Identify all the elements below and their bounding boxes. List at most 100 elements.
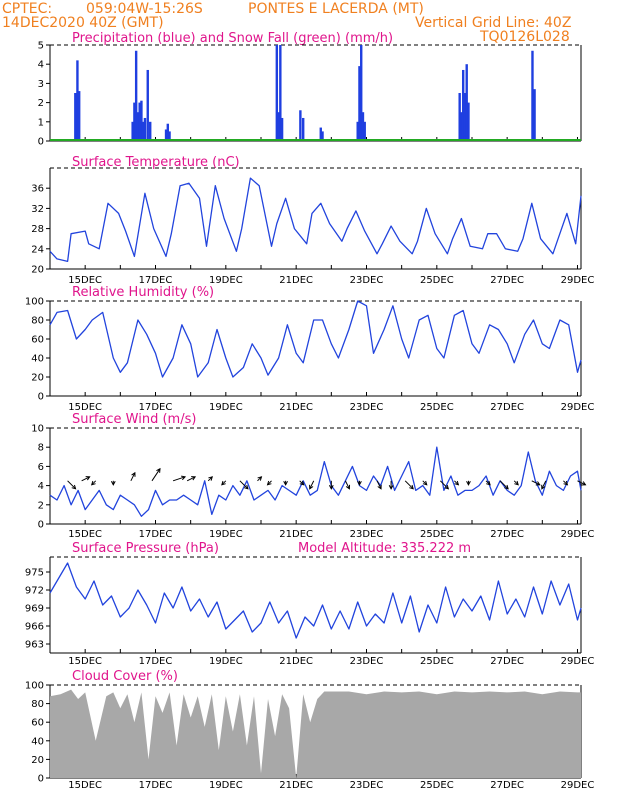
x-tick-label: 23DEC [350,656,384,667]
x-tick-label: 17DEC [139,780,173,791]
wind-arrowhead [444,484,450,490]
wind-arrowhead [377,484,382,490]
wind-arrowhead [221,480,226,486]
y-tick-label: 80 [31,699,44,710]
panel-2: Surface Temperature (nC) 20 24 28 32 36 15DEC 1… [31,155,594,286]
x-tick-label: 17DEC [139,656,173,667]
header-station: PONTES E LACERDA (MT) [248,1,424,17]
y-tick-label: 10 [31,424,44,435]
wind-arrowhead [535,481,541,486]
wind-arrowhead [454,480,460,486]
wind-vector [309,480,315,490]
precip-bar [358,66,361,141]
x-tick-label: 19DEC [209,529,243,540]
wind-arrowhead [328,485,334,490]
x-tick-label: 25DEC [420,656,454,667]
y-tick-label: 20 [31,373,44,384]
precip-bar [138,102,141,141]
x-tick-label: 27DEC [490,780,524,791]
wind-arrowhead [110,481,116,486]
panel-title: Surface Pressure (hPa) [72,541,219,556]
precip-bar [299,110,302,141]
wind-vector [67,480,76,490]
x-tick-label: 29DEC [561,780,595,791]
series-line [49,177,582,263]
y-tick-label: 36 [31,184,44,195]
header-model: TQ0126L028 [479,29,570,45]
x-tick-label: 25DEC [420,780,454,791]
y-tick-label: 4 [38,60,44,71]
precip-bar [279,45,282,141]
wind-arrowhead [71,484,77,490]
wind-arrowhead [156,467,161,473]
header-source: CPTEC: [2,1,52,17]
x-tick-label: 19DEC [209,402,243,413]
wind-vector [439,480,449,490]
x-tick-label: 17DEC [139,529,173,540]
precip-bar [275,45,279,141]
x-tick-label: 27DEC [490,275,524,286]
wind-arrowhead [486,480,491,486]
y-tick-label: 5 [38,41,44,52]
precip-bar [141,121,145,141]
panel-title: Cloud Cover (%) [72,669,178,684]
x-tick-label: 17DEC [139,402,173,413]
y-tick-label: 32 [31,204,44,215]
wind-vector [239,480,249,490]
header-date: 14DEC2020 40Z (GMT) [2,15,164,31]
series-line [49,562,582,639]
y-tick-label: 100 [25,297,44,308]
wind-vector [151,468,161,482]
y-tick-label: 8 [38,443,44,454]
wind-arrowhead [357,481,362,486]
x-tick-label: 15DEC [68,529,102,540]
x-tick-label: 27DEC [490,402,524,413]
x-tick-label: 25DEC [420,529,454,540]
wind-vector [344,480,350,490]
precip-bar [164,129,168,141]
x-tick-label: 23DEC [350,275,384,286]
x-tick-label: 27DEC [490,656,524,667]
panel-title: Surface Wind (m/s) [72,412,196,427]
panel-title: Relative Humidity (%) [72,285,214,300]
precip-bar [166,123,170,141]
panel-title: Surface Temperature (nC) [72,155,240,170]
precip-bar [134,50,138,142]
y-tick-label: 0 [38,137,44,148]
wind-arrowhead [409,484,414,490]
x-tick-label: 23DEC [350,529,384,540]
wind-arrowhead [257,476,263,481]
wind-arrowhead [131,471,136,477]
wind-arrowhead [208,476,213,481]
y-tick-label: 2 [38,500,44,511]
wind-arrowhead [504,484,509,490]
x-tick-label: 29DEC [561,402,595,413]
wind-arrowhead [85,476,91,481]
wind-arrowhead [309,484,314,490]
y-tick-label: 24 [31,244,44,255]
x-tick-label: 29DEC [561,656,595,667]
precip-bar [319,127,322,141]
precip-bar [140,100,143,141]
precip-bar [363,121,366,141]
y-tick-label: 0 [38,392,44,403]
y-tick-label: 2 [38,98,44,109]
y-tick-label: 40 [31,354,44,365]
x-tick-label: 15DEC [68,275,102,286]
precip-bar [467,102,470,141]
wind-vector [577,480,586,486]
x-tick-label: 21DEC [279,529,313,540]
y-tick-label: 972 [25,586,44,597]
wind-arrowhead [283,481,288,486]
precip-bar [133,102,136,141]
precip-bar [461,69,465,141]
wind-arrowhead [345,484,351,490]
x-tick-label: 15DEC [68,656,102,667]
wind-vector [186,476,196,482]
precip-bar [277,112,280,141]
wind-vector [376,480,382,490]
precip-bar [146,69,149,141]
y-tick-label: 975 [25,568,44,579]
wind-vector [499,480,509,490]
